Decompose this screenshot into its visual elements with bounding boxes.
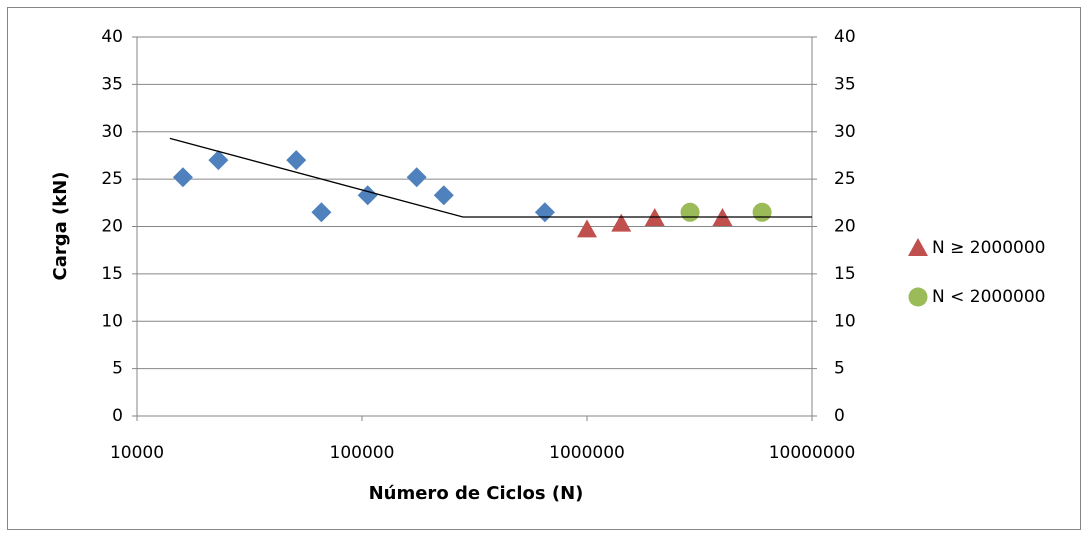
x-tick-label: 10000 xyxy=(110,443,164,463)
trend-line xyxy=(169,137,812,218)
y-axis-title: Carga (kN) xyxy=(50,171,71,280)
y-tick-label: 15 xyxy=(101,264,123,284)
y2-tick-label: 10 xyxy=(834,311,856,331)
y2-tick-label: 25 xyxy=(834,169,856,189)
y-tick-label: 40 xyxy=(101,27,123,47)
y-tick-label: 35 xyxy=(101,74,123,94)
y2-tick-label: 30 xyxy=(834,122,856,142)
legend-label: N ≥ 2000000 xyxy=(932,238,1045,258)
y-tick-label: 5 xyxy=(112,359,123,379)
chart-frame xyxy=(7,7,1081,530)
y-tick-label: 25 xyxy=(101,169,123,189)
y-tick-label: 30 xyxy=(101,122,123,142)
data-point xyxy=(172,167,193,188)
y-tick-label: 20 xyxy=(101,217,123,237)
x-tick-label: 1000000 xyxy=(549,443,625,463)
y-tick-label: 0 xyxy=(112,406,123,426)
legend-label: N < 2000000 xyxy=(932,287,1045,307)
y2-tick-label: 0 xyxy=(834,406,845,426)
x-tick-label: 10000000 xyxy=(769,443,856,463)
x-tick-label: 100000 xyxy=(330,443,395,463)
y2-tick-label: 5 xyxy=(834,359,845,379)
data-point xyxy=(577,219,597,238)
y2-tick-label: 15 xyxy=(834,264,856,284)
data-point xyxy=(208,150,229,171)
data-point xyxy=(752,202,772,222)
data-point xyxy=(433,185,454,206)
data-point xyxy=(311,202,332,223)
data-point xyxy=(611,213,632,232)
data-point xyxy=(286,150,307,171)
y2-tick-label: 20 xyxy=(834,217,856,237)
y2-tick-label: 40 xyxy=(834,27,856,47)
data-point xyxy=(406,167,427,188)
y-tick-label: 10 xyxy=(101,311,123,331)
data-point xyxy=(680,202,700,222)
legend-marker xyxy=(908,238,928,256)
y2-tick-label: 35 xyxy=(834,74,856,94)
legend-marker xyxy=(908,287,928,307)
x-axis-title: Número de Ciclos (N) xyxy=(369,483,584,504)
